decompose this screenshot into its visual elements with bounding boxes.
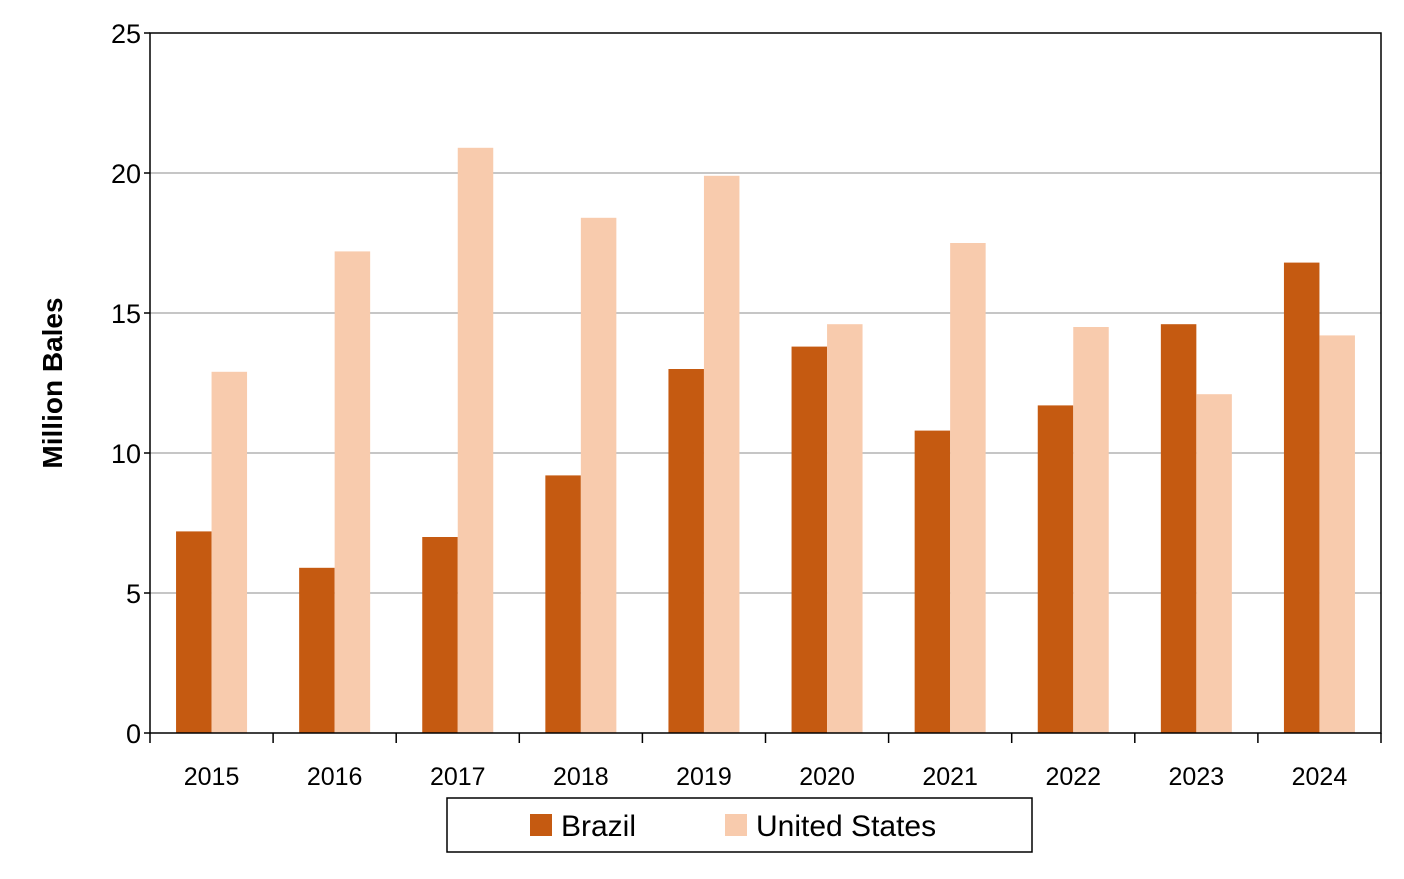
bar-brazil-2021: [914, 430, 951, 733]
bar-united-states-2022: [1073, 327, 1109, 733]
x-tick-label: 2020: [799, 763, 855, 791]
x-tick-label: 2024: [1292, 763, 1348, 791]
y-tick-label: 25: [111, 19, 141, 49]
y-tick-label: 15: [111, 299, 141, 329]
bar-united-states-2016: [334, 251, 371, 733]
bar-brazil-2023: [1160, 324, 1197, 733]
bar-united-states-2021: [950, 243, 986, 733]
bar-brazil-2022: [1037, 405, 1074, 733]
y-tick-label: 20: [111, 159, 141, 189]
bars: [176, 147, 1355, 734]
x-tick-label: 2016: [307, 763, 363, 791]
x-tick-label: 2021: [922, 763, 978, 791]
bar-brazil-2017: [422, 537, 458, 733]
y-axis-title: Million Bales: [37, 297, 68, 468]
bar-brazil-2024: [1283, 262, 1320, 733]
y-tick-label: 10: [111, 439, 141, 469]
legend: Brazil United States: [446, 797, 1033, 853]
bar-brazil-2019: [668, 369, 704, 733]
legend-label-united-states: United States: [756, 810, 936, 843]
x-tick-label: 2022: [1045, 763, 1101, 791]
bar-brazil-2015: [176, 531, 212, 733]
bar-united-states-2023: [1196, 394, 1232, 733]
bar-brazil-2020: [791, 346, 828, 733]
bar-united-states-2017: [457, 147, 494, 734]
bar-united-states-2024: [1319, 335, 1355, 733]
y-axis: 0 5 10 15 20 25: [111, 19, 150, 749]
legend-swatch-united-states: [725, 814, 747, 836]
x-tick-label: 2019: [676, 763, 732, 791]
y-tick-label: 0: [126, 719, 141, 749]
bar-brazil-2018: [545, 475, 581, 733]
x-tick-label: 2018: [553, 763, 609, 791]
x-tick-label: 2017: [430, 763, 486, 791]
bar-brazil-2016: [299, 567, 335, 733]
bar-united-states-2020: [827, 324, 863, 733]
y-tick-label: 5: [126, 579, 141, 609]
x-axis: 2015 2016 2017 2018 2019 2020 2021 2022 2023 2024: [149, 733, 1382, 791]
bar-united-states-2018: [580, 217, 617, 734]
bar-united-states-2015: [211, 371, 248, 733]
legend-swatch-brazil: [530, 814, 552, 836]
x-tick-label: 2023: [1169, 763, 1225, 791]
bar-united-states-2019: [703, 175, 740, 734]
legend-label-brazil: Brazil: [561, 810, 636, 843]
x-tick-label: 2015: [184, 763, 240, 791]
